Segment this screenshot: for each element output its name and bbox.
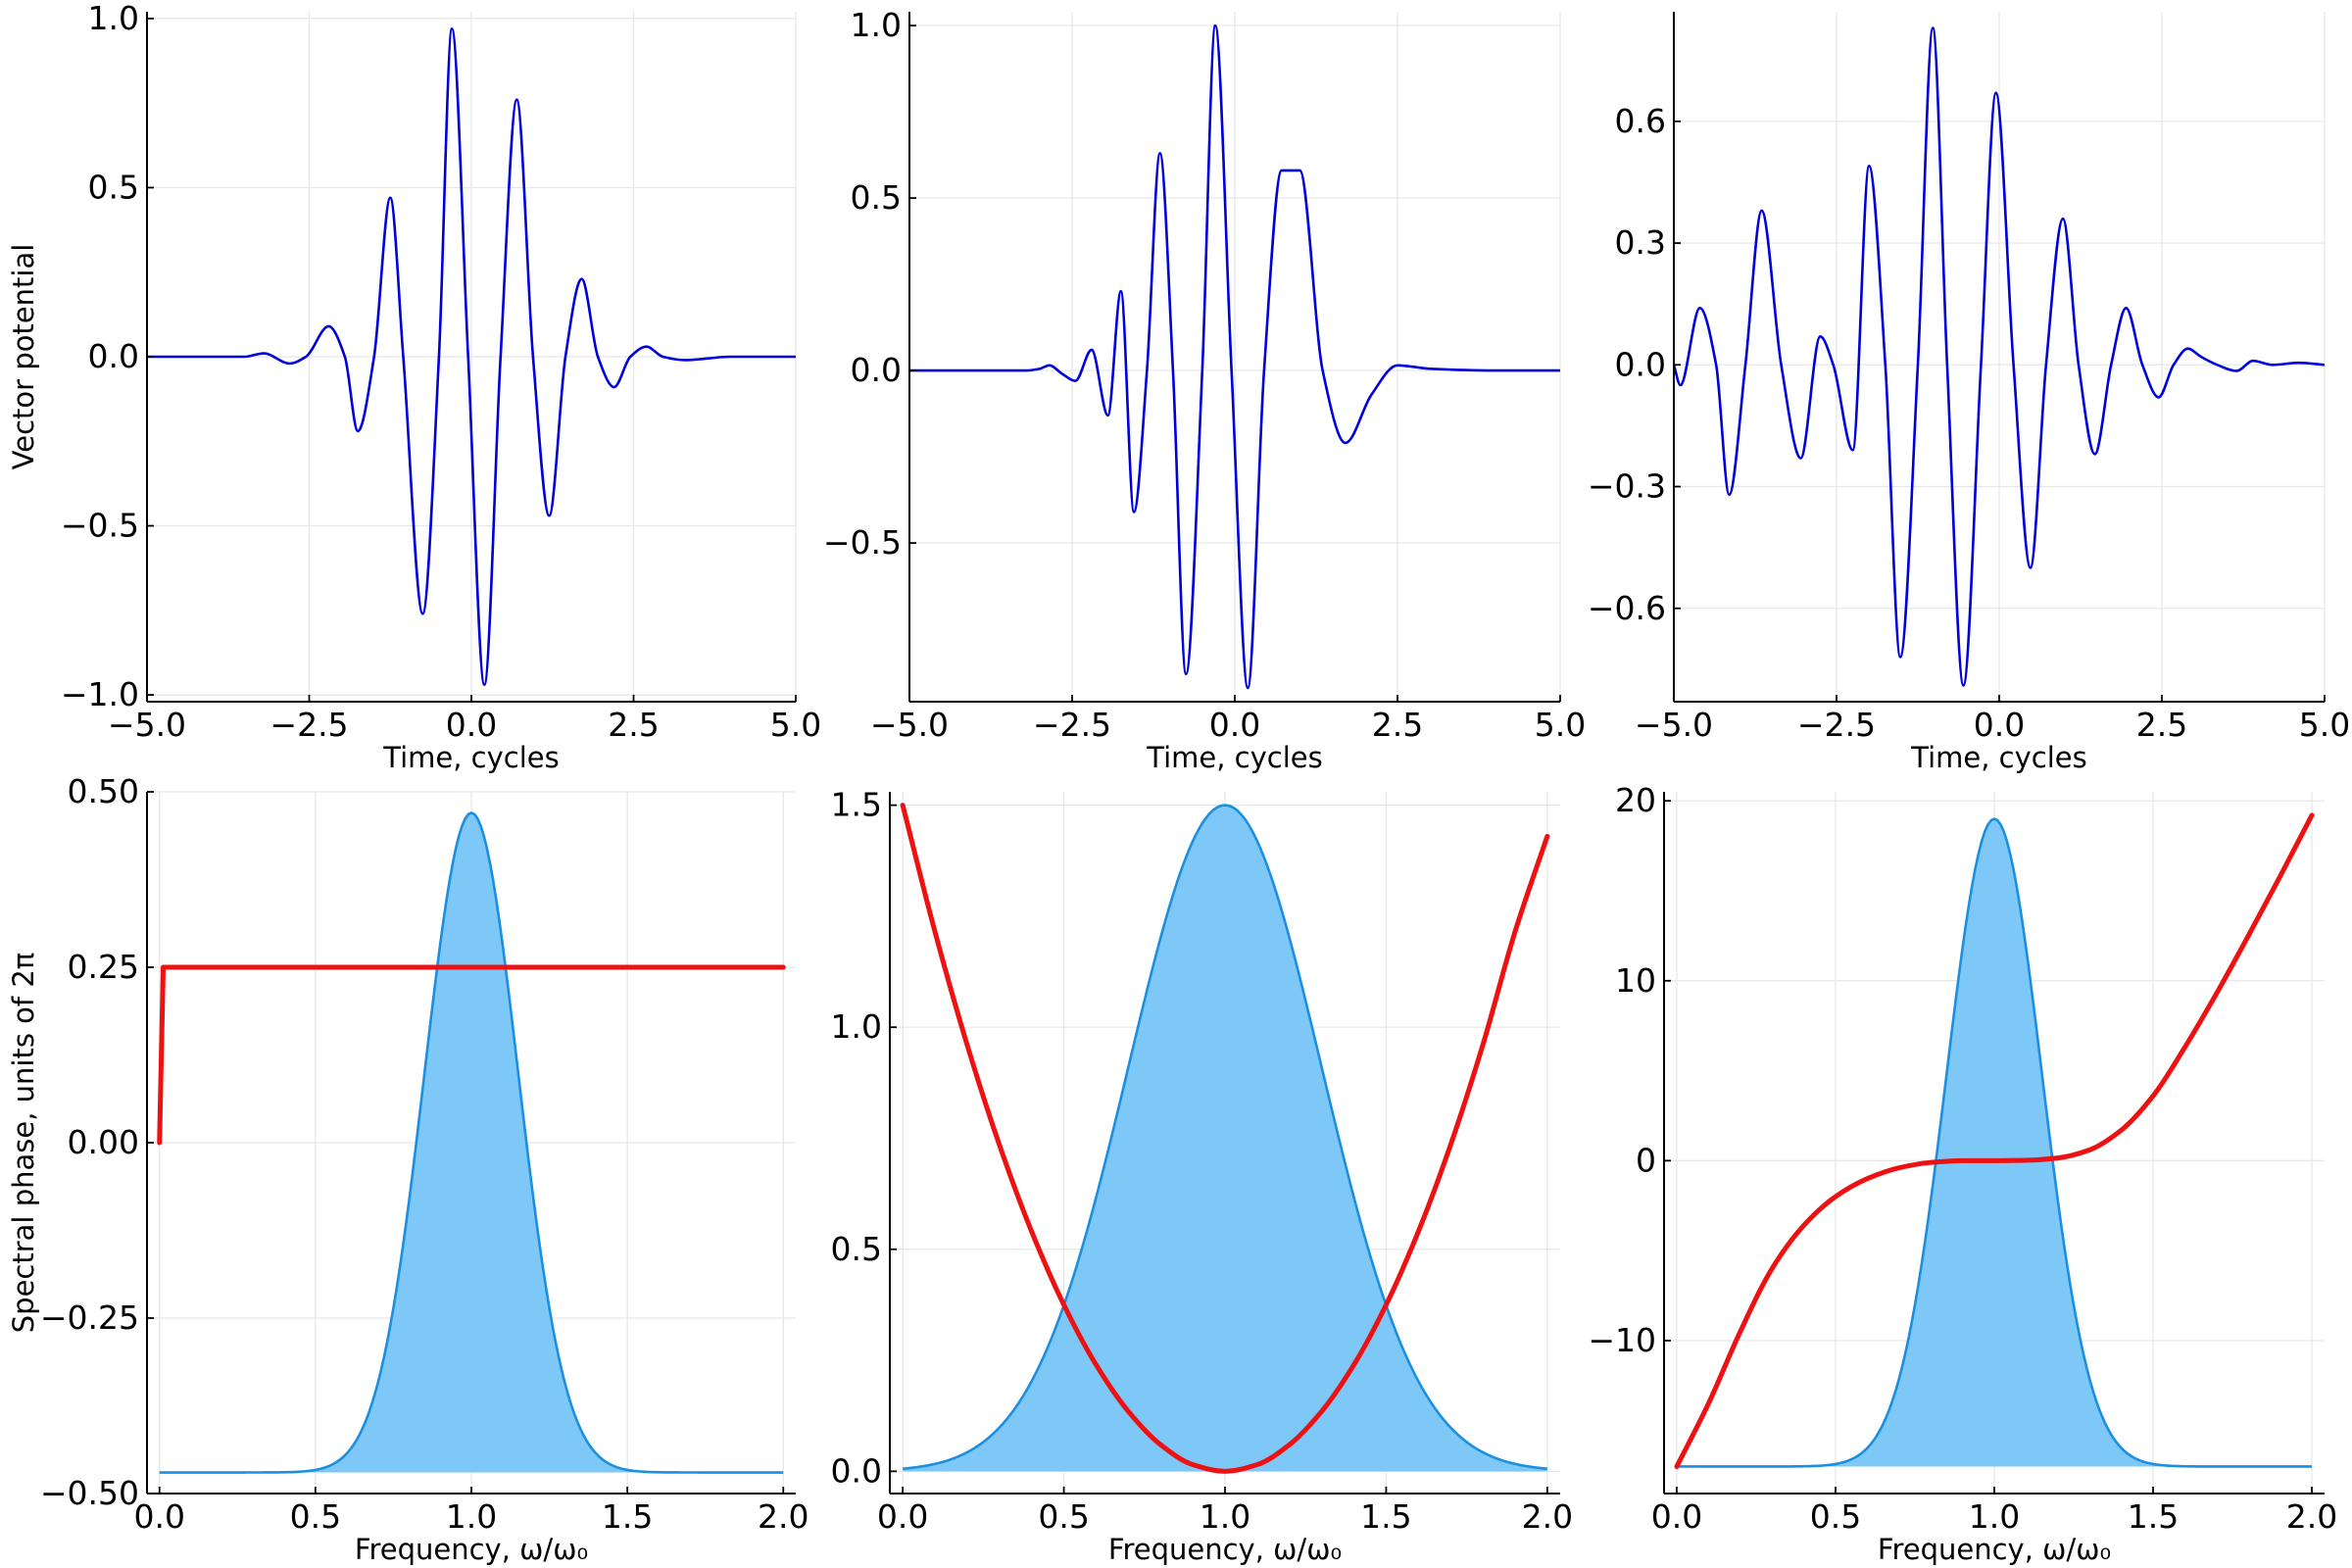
- spectrum-line: [1676, 817, 2313, 1468]
- spectrum-area: [903, 805, 1547, 1472]
- y-axis-title: Spectral phase, units of 2π: [7, 953, 40, 1333]
- y-tick-label: 0.6: [1615, 102, 1666, 140]
- x-tick-label: 0.5: [1038, 1497, 1089, 1536]
- grid: [908, 12, 1561, 702]
- x-axis-title: Time, cycles: [1910, 741, 2086, 774]
- x-tick-label: −2.5: [1033, 706, 1111, 744]
- y-tick-label: 20: [1615, 781, 1656, 819]
- x-tick-label: 1.0: [446, 1497, 497, 1536]
- y-axis-title: Vector potential: [7, 244, 40, 470]
- y-tick-label: 0.0: [88, 337, 139, 375]
- y-tick-label: 0.3: [1615, 223, 1666, 262]
- y-tick-label: −0.5: [823, 523, 902, 562]
- spectrum-area: [1676, 818, 2313, 1467]
- y-tick-label: 1.0: [88, 0, 139, 37]
- x-tick-label: −5.0: [1635, 706, 1713, 744]
- x-tick-label: 2.0: [2286, 1497, 2337, 1536]
- spectral-phase-line: [157, 964, 786, 1146]
- x-tick-label: 0.0: [877, 1497, 928, 1536]
- x-tick-label: 0.0: [1974, 706, 2025, 744]
- x-tick-label: −5.0: [108, 706, 186, 744]
- x-tick-label: −2.5: [270, 706, 348, 744]
- x-tick-label: 0.5: [290, 1497, 341, 1536]
- chart-panel-bottom-middle: 0.0 0.5 1.0 1.5 2.0 0.0 0.5 1.0 1.5 Frequency, ω/…: [831, 786, 1574, 1566]
- x-tick-label: 1.0: [1200, 1497, 1250, 1536]
- chart-panel-top-left: −5.0 −2.5 0.0 2.5 5.0 −1.0 −0.5 0.0 0.5 1.0 Time, …: [7, 0, 821, 774]
- y-tick-label: 0.0: [851, 351, 902, 389]
- x-tick-label: 5.0: [770, 706, 821, 744]
- y-tick-label: −1.0: [61, 675, 139, 713]
- vector-potential-line: [909, 24, 1560, 690]
- x-tick-label: −5.0: [870, 706, 949, 744]
- y-tick-label: 1.5: [831, 786, 882, 824]
- spectrum-area: [159, 812, 784, 1473]
- y-tick-label: 0.25: [68, 948, 139, 986]
- y-tick-label: −0.25: [40, 1298, 139, 1337]
- x-tick-label: 0.5: [1810, 1497, 1861, 1536]
- y-tick-label: 0: [1636, 1141, 1656, 1179]
- x-axis-title: Frequency, ω/ω₀: [1878, 1533, 2111, 1566]
- y-tick-label: −0.50: [40, 1474, 139, 1512]
- x-tick-label: 1.5: [2128, 1497, 2179, 1536]
- y-tick-label: 0.00: [68, 1123, 139, 1161]
- chart-panel-top-right: −5.0 −2.5 0.0 2.5 5.0 −0.6 −0.3 0.0 0.3 0.6 Time, …: [1588, 12, 2350, 774]
- spectrum-line: [903, 804, 1547, 1471]
- y-tick-label: 0.0: [831, 1451, 882, 1490]
- y-tick-label: 1.0: [831, 1007, 882, 1046]
- vector-potential-line: [1672, 26, 2326, 687]
- y-tick-label: 0.0: [1615, 345, 1666, 383]
- y-tick-label: 1.0: [851, 6, 902, 44]
- spectral-phase-line: [900, 803, 1550, 1474]
- vector-potential-line: [147, 26, 797, 687]
- x-tick-label: 0.0: [1209, 706, 1260, 744]
- y-tick-label: −0.5: [61, 507, 139, 545]
- x-tick-label: 0.0: [1651, 1497, 1702, 1536]
- x-axis-title: Frequency, ω/ω₀: [1108, 1533, 1342, 1566]
- x-tick-label: 5.0: [2299, 706, 2350, 744]
- x-tick-label: 1.5: [1360, 1497, 1411, 1536]
- x-tick-label: 2.5: [2136, 706, 2187, 744]
- y-tick-label: 10: [1615, 961, 1656, 1000]
- y-tick-label: 0.5: [88, 168, 139, 206]
- spectral-phase-line: [1674, 812, 2315, 1469]
- x-tick-label: 5.0: [1535, 706, 1586, 744]
- y-tick-label: −0.3: [1588, 467, 1666, 506]
- y-tick-label: −10: [1588, 1321, 1656, 1359]
- x-tick-label: 1.0: [1969, 1497, 2020, 1536]
- x-tick-label: 2.0: [1522, 1497, 1573, 1536]
- y-tick-label: −0.6: [1588, 589, 1666, 627]
- x-tick-label: 2.0: [758, 1497, 808, 1536]
- spectrum-line: [159, 811, 784, 1474]
- x-tick-label: −2.5: [1797, 706, 1876, 744]
- y-tick-label: 0.5: [831, 1230, 882, 1268]
- x-tick-label: 0.0: [133, 1497, 184, 1536]
- x-axis-title: Frequency, ω/ω₀: [355, 1533, 588, 1566]
- y-tick-label: 0.5: [851, 178, 902, 217]
- chart-panel-top-middle: −5.0 −2.5 0.0 2.5 5.0 −0.5 0.0 0.5 1.0 Time, cycl…: [823, 6, 1586, 774]
- x-tick-label: 1.5: [602, 1497, 653, 1536]
- x-tick-label: 0.0: [446, 706, 497, 744]
- chart-panel-bottom-left: 0.0 0.5 1.0 1.5 2.0 −0.50 −0.25 0.00 0.25 0.50 Fre…: [7, 772, 809, 1566]
- y-tick-label: 0.50: [68, 772, 139, 810]
- x-tick-label: 2.5: [1372, 706, 1423, 744]
- x-axis-title: Time, cycles: [1146, 741, 1322, 774]
- x-axis-title: Time, cycles: [382, 741, 559, 774]
- chart-panel-bottom-right: 0.0 0.5 1.0 1.5 2.0 −10 0 10 20 Frequency, ω/ω₀: [1588, 781, 2337, 1566]
- x-tick-label: 2.5: [608, 706, 659, 744]
